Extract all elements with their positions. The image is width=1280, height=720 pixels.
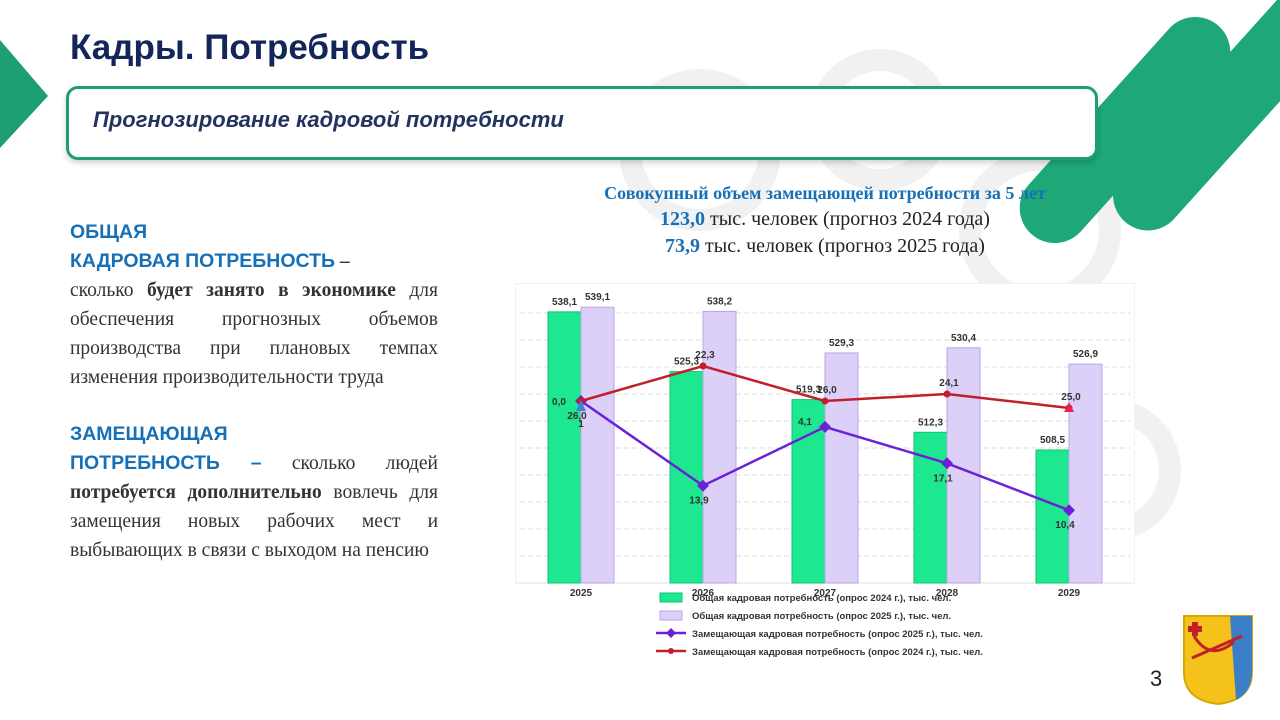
x-tick-label: 2025: [570, 588, 593, 599]
page-number: 3: [1150, 666, 1163, 691]
bar-data-label: 512,3: [918, 417, 943, 428]
bar-data-label: 538,2: [707, 296, 732, 307]
triangle-marker: [576, 400, 586, 411]
line-marker: [941, 457, 953, 470]
demand-chart: 538,1 539,1 2025 525,3 538,2 2026 519,3 529,3 20…: [514, 282, 1136, 658]
general-demand-definition: ОБЩАЯ КАДРОВАЯ ПОТРЕБНОСТЬ – сколько буд…: [70, 218, 438, 392]
summary-title: Совокупный объем замещающей потребности …: [604, 183, 1046, 203]
definitions-panel: ОБЩАЯ КАДРОВАЯ ПОТРЕБНОСТЬ – сколько буд…: [70, 218, 438, 565]
line-data-label: 25,0: [1061, 392, 1081, 403]
bar-data-label: 529,3: [829, 338, 854, 349]
top-right-stripe-2: [1113, 0, 1280, 231]
extra-label: 1: [578, 419, 584, 430]
subtitle-text: Прогнозирование кадровой потребности: [93, 107, 564, 132]
bar-data-label: 519,3: [796, 385, 821, 396]
general-demand-text: сколько будет занято в экономике для обе…: [70, 276, 438, 392]
replacement-demand-heading-line2: ПОТРЕБНОСТЬ –: [70, 452, 262, 474]
replacement-demand-text-a: сколько людей: [261, 453, 438, 474]
line-marker: [699, 362, 707, 370]
summary-line-2025: 73,9 тыс. человек (прогноз 2025 года): [540, 233, 1110, 260]
general-demand-heading-line2: КАДРОВАЯ ПОТРЕБНОСТЬ: [70, 250, 336, 272]
line-marker: [1063, 504, 1075, 517]
bar-data-label: 525,3: [674, 357, 699, 368]
summary-value-2024: 123,0: [660, 208, 706, 230]
triangle-marker: [1064, 402, 1074, 412]
x-tick-label: 2027: [814, 588, 837, 599]
replacement-demand-text: ПОТРЕБНОСТЬ – сколько людей потребуется …: [70, 449, 438, 565]
bar-data-label: 539,1: [585, 292, 610, 303]
coat-of-arms-icon: [1183, 615, 1253, 706]
legend-label: Замещающая кадровая потребность (опрос 2…: [692, 647, 983, 658]
summary-text-2025: тыс. человек (прогноз 2025 года): [700, 235, 985, 257]
legend-label: Общая кадровая потребность (опрос 2024 г…: [692, 593, 951, 604]
summary-text-2024: тыс. человек (прогноз 2024 года): [705, 208, 990, 230]
line-data-label: 26,0: [567, 411, 587, 422]
subtitle-box: Прогнозирование кадровой потребности: [66, 86, 1098, 160]
summary-value-2025: 73,9: [665, 235, 701, 257]
line-marker: [697, 479, 709, 492]
line-marker: [819, 420, 831, 433]
page-title: Кадры. Потребность: [70, 28, 430, 67]
general-demand-text-bold: будет занято в экономике: [147, 280, 396, 301]
line-data-label: 13,9: [689, 496, 709, 507]
left-arrow-shape: [0, 40, 48, 148]
line-marker: [943, 390, 951, 398]
replacement-demand-text-bold: потребуется дополнительно: [70, 482, 322, 503]
extra-label: 4,1: [798, 417, 812, 428]
legend-swatch: [659, 610, 683, 621]
x-tick-label: 2028: [936, 588, 959, 599]
general-demand-heading-line1: ОБЩАЯ: [70, 221, 148, 243]
bar-2025: [824, 352, 859, 584]
replacement-demand-text-b: вовлечь для замещения новых рабочих мест…: [70, 482, 438, 561]
bar-data-label: 530,4: [951, 333, 976, 344]
bar-2025: [580, 306, 615, 584]
replacement-demand-heading-line1: ЗАМЕЩАЮЩАЯ: [70, 423, 228, 445]
bar-data-label: 508,5: [1040, 435, 1065, 446]
line-data-label: 26,0: [817, 385, 837, 396]
x-tick-label: 2026: [692, 588, 715, 599]
general-demand-dash: –: [335, 251, 350, 272]
line-data-label: 10,4: [1055, 520, 1075, 531]
summary-line-2024: 123,0 тыс. человек (прогноз 2024 года): [540, 206, 1110, 233]
bar-2024: [547, 311, 582, 584]
x-tick-label: 2029: [1058, 588, 1081, 599]
replacement-demand-definition: ЗАМЕЩАЮЩАЯ ПОТРЕБНОСТЬ – сколько людей п…: [70, 420, 438, 565]
bar-data-label: 526,9: [1073, 349, 1098, 360]
legend-label: Общая кадровая потребность (опрос 2025 г…: [692, 611, 951, 622]
line-data-label: 24,1: [939, 378, 959, 389]
general-demand-text-b: для обеспечения прогнозных объемов произ…: [70, 280, 438, 388]
line-data-label: 17,1: [933, 473, 953, 484]
summary-block: Совокупный объем замещающей потребности …: [540, 180, 1110, 260]
legend-label: Замещающая кадровая потребность (опрос 2…: [692, 629, 983, 640]
general-demand-text-a: сколько: [70, 280, 148, 301]
legend-swatch: [659, 592, 683, 603]
bar-2024: [1035, 449, 1070, 584]
bar-2025: [702, 310, 737, 584]
bar-2025: [1068, 363, 1103, 584]
legend-marker: [668, 648, 674, 654]
line-marker: [821, 397, 829, 405]
extra-label: 0,0: [552, 397, 566, 408]
line-data-label: 22,3: [695, 350, 715, 361]
bar-2024: [669, 371, 704, 584]
legend-marker: [666, 628, 676, 638]
top-right-stripe-1: [1019, 16, 1231, 244]
chart-container: 538,1 539,1 2025 525,3 538,2 2026 519,3 529,3 20…: [514, 282, 1136, 678]
bar-data-label: 538,1: [552, 297, 577, 308]
